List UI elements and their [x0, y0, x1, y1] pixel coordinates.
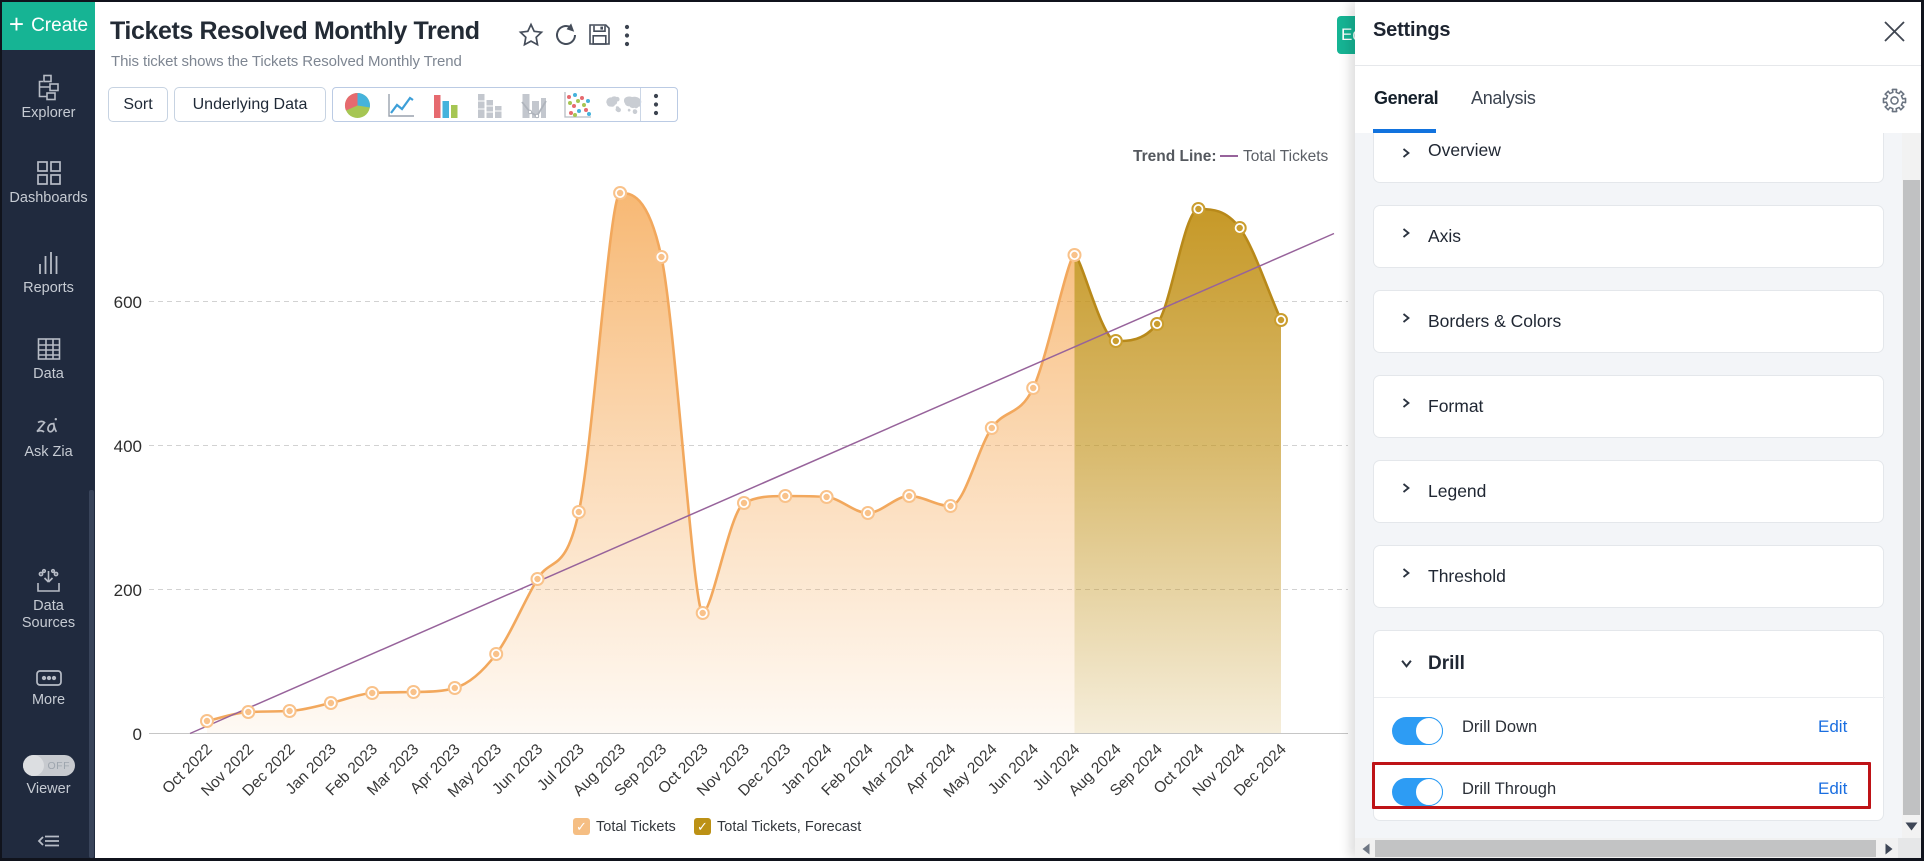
svg-text:Trend Line:: Trend Line:: [1133, 148, 1217, 165]
svg-text:400: 400: [114, 437, 142, 456]
svg-text:200: 200: [114, 581, 142, 600]
svg-text:Total Tickets: Total Tickets: [1243, 148, 1329, 165]
svg-text:0: 0: [133, 725, 142, 744]
svg-text:600: 600: [114, 293, 142, 312]
